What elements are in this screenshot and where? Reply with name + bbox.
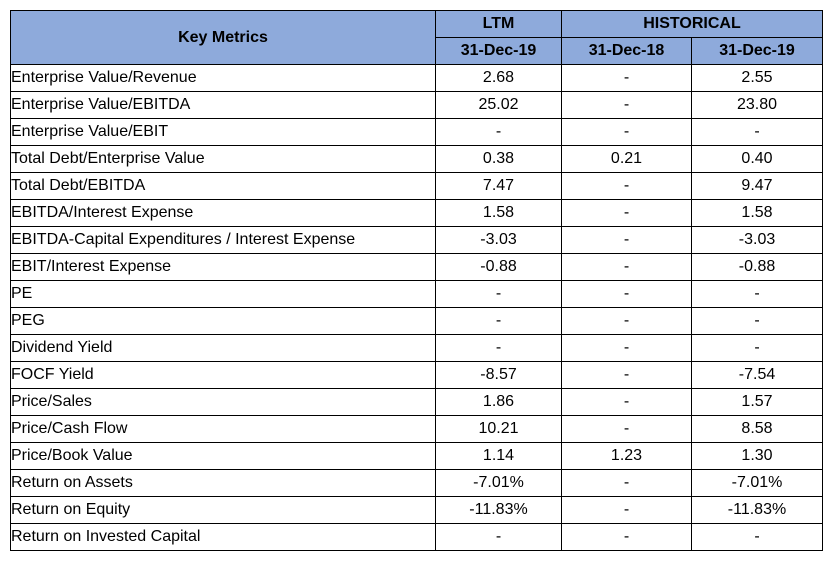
- ltm-value: 25.02: [435, 91, 562, 119]
- hist-2018-value: -: [561, 226, 692, 254]
- hist-2019-value: -: [691, 334, 823, 362]
- table-header: Key Metrics LTM HISTORICAL 31-Dec-19 31-…: [10, 10, 823, 65]
- hist-2019-value: -: [691, 280, 823, 308]
- ltm-value: -: [435, 334, 562, 362]
- hist-2018-value: -: [561, 388, 692, 416]
- hist-2018-value: -: [561, 469, 692, 497]
- hist-2018-value: -: [561, 118, 692, 146]
- table-row: EBIT/Interest Expense -0.88- -0.88: [10, 253, 823, 281]
- metric-label: Price/Sales: [10, 388, 436, 416]
- ltm-value: -3.03: [435, 226, 562, 254]
- date-header-hist-2018: 31-Dec-18: [561, 37, 692, 65]
- table-row: Return on Assets -7.01% - -7.01%: [10, 469, 823, 497]
- ltm-value: 7.47: [435, 172, 562, 200]
- hist-2018-value: -: [561, 307, 692, 335]
- table-row: Price/Cash Flow 10.21-8.58: [10, 415, 823, 443]
- metric-label: EBIT/Interest Expense: [10, 253, 436, 281]
- table-row: Total Debt/Enterprise Value 0.38 0.21 0.40: [10, 145, 823, 173]
- metric-label: Return on Invested Capital: [10, 523, 436, 551]
- ltm-value: -7.01%: [435, 469, 562, 497]
- metric-label: Return on Assets: [10, 469, 436, 497]
- ltm-value: -: [435, 307, 562, 335]
- table-row: Price/Book Value 1.14 1.23 1.30: [10, 442, 823, 470]
- key-metrics-header: Key Metrics: [10, 10, 436, 65]
- hist-2019-value: -0.88: [691, 253, 823, 281]
- table-row: Return on Equity -11.83% - -11.83%: [10, 496, 823, 524]
- ltm-value: 10.21: [435, 415, 562, 443]
- hist-2019-value: -7.01%: [691, 469, 823, 497]
- date-header-hist-2019: 31-Dec-19: [691, 37, 823, 65]
- hist-2018-value: 1.23: [561, 442, 692, 470]
- ltm-value: -: [435, 118, 562, 146]
- date-header-ltm: 31-Dec-19: [435, 37, 562, 65]
- ltm-value: 2.68: [435, 64, 562, 92]
- hist-2018-value: -: [561, 172, 692, 200]
- ltm-value: 1.86: [435, 388, 562, 416]
- table-row: EBITDA/Interest Expense 1.58-1.58: [10, 199, 823, 227]
- metric-label: Dividend Yield: [10, 334, 436, 362]
- hist-2019-value: 23.80: [691, 91, 823, 119]
- hist-2019-value: 1.58: [691, 199, 823, 227]
- hist-2019-value: 0.40: [691, 145, 823, 173]
- hist-2019-value: -: [691, 307, 823, 335]
- hist-2018-value: -: [561, 361, 692, 389]
- hist-2019-value: 8.58: [691, 415, 823, 443]
- table-row: Enterprise Value/EBIT - - -: [10, 118, 823, 146]
- hist-2018-value: -: [561, 253, 692, 281]
- metric-label: Price/Book Value: [10, 442, 436, 470]
- table-row: EBITDA-Capital Expenditures / Interest E…: [10, 226, 823, 254]
- table-row: Price/Sales 1.86-1.57: [10, 388, 823, 416]
- metric-label: Enterprise Value/EBIT: [10, 118, 436, 146]
- hist-2018-value: -: [561, 523, 692, 551]
- metric-label: Enterprise Value/EBITDA: [10, 91, 436, 119]
- metric-label: Enterprise Value/Revenue: [10, 64, 436, 92]
- hist-2018-value: -: [561, 334, 692, 362]
- ltm-header: LTM: [435, 10, 562, 38]
- hist-2018-value: -: [561, 91, 692, 119]
- metric-label: Return on Equity: [10, 496, 436, 524]
- hist-2018-value: -: [561, 64, 692, 92]
- hist-2019-value: 1.57: [691, 388, 823, 416]
- table-row: PE - - -: [10, 280, 823, 308]
- hist-2018-value: -: [561, 199, 692, 227]
- hist-2018-value: -: [561, 415, 692, 443]
- ltm-value: -: [435, 280, 562, 308]
- table-body: Enterprise Value/Revenue 2.68-2.55 Enterpr…: [10, 64, 823, 551]
- metric-label: Total Debt/EBITDA: [10, 172, 436, 200]
- table-row: PEG - - -: [10, 307, 823, 335]
- table-row: FOCF Yield -8.57- -7.54: [10, 361, 823, 389]
- hist-2019-value: -7.54: [691, 361, 823, 389]
- table-row: Enterprise Value/Revenue 2.68-2.55: [10, 64, 823, 92]
- metric-label: FOCF Yield: [10, 361, 436, 389]
- hist-2019-value: 2.55: [691, 64, 823, 92]
- ltm-value: 1.58: [435, 199, 562, 227]
- hist-2018-value: -: [561, 280, 692, 308]
- hist-2018-value: -: [561, 496, 692, 524]
- ltm-value: 0.38: [435, 145, 562, 173]
- hist-2019-value: -11.83%: [691, 496, 823, 524]
- table-row: Enterprise Value/EBITDA 25.02-23.80: [10, 91, 823, 119]
- metric-label: Price/Cash Flow: [10, 415, 436, 443]
- ltm-value: -: [435, 523, 562, 551]
- metric-label: EBITDA-Capital Expenditures / Interest E…: [10, 226, 436, 254]
- ltm-value: -8.57: [435, 361, 562, 389]
- metric-label: PE: [10, 280, 436, 308]
- table-row: Total Debt/EBITDA 7.47-9.47: [10, 172, 823, 200]
- ltm-value: -11.83%: [435, 496, 562, 524]
- key-metrics-table: Key Metrics LTM HISTORICAL 31-Dec-19 31-…: [10, 10, 823, 551]
- hist-2019-value: -: [691, 523, 823, 551]
- historical-header: HISTORICAL: [561, 10, 823, 38]
- hist-2018-value: 0.21: [561, 145, 692, 173]
- hist-2019-value: -: [691, 118, 823, 146]
- table-row: Dividend Yield - - -: [10, 334, 823, 362]
- hist-2019-value: -3.03: [691, 226, 823, 254]
- metric-label: EBITDA/Interest Expense: [10, 199, 436, 227]
- metric-label: Total Debt/Enterprise Value: [10, 145, 436, 173]
- metric-label: PEG: [10, 307, 436, 335]
- table-row: Return on Invested Capital - - -: [10, 523, 823, 551]
- hist-2019-value: 9.47: [691, 172, 823, 200]
- ltm-value: 1.14: [435, 442, 562, 470]
- ltm-value: -0.88: [435, 253, 562, 281]
- hist-2019-value: 1.30: [691, 442, 823, 470]
